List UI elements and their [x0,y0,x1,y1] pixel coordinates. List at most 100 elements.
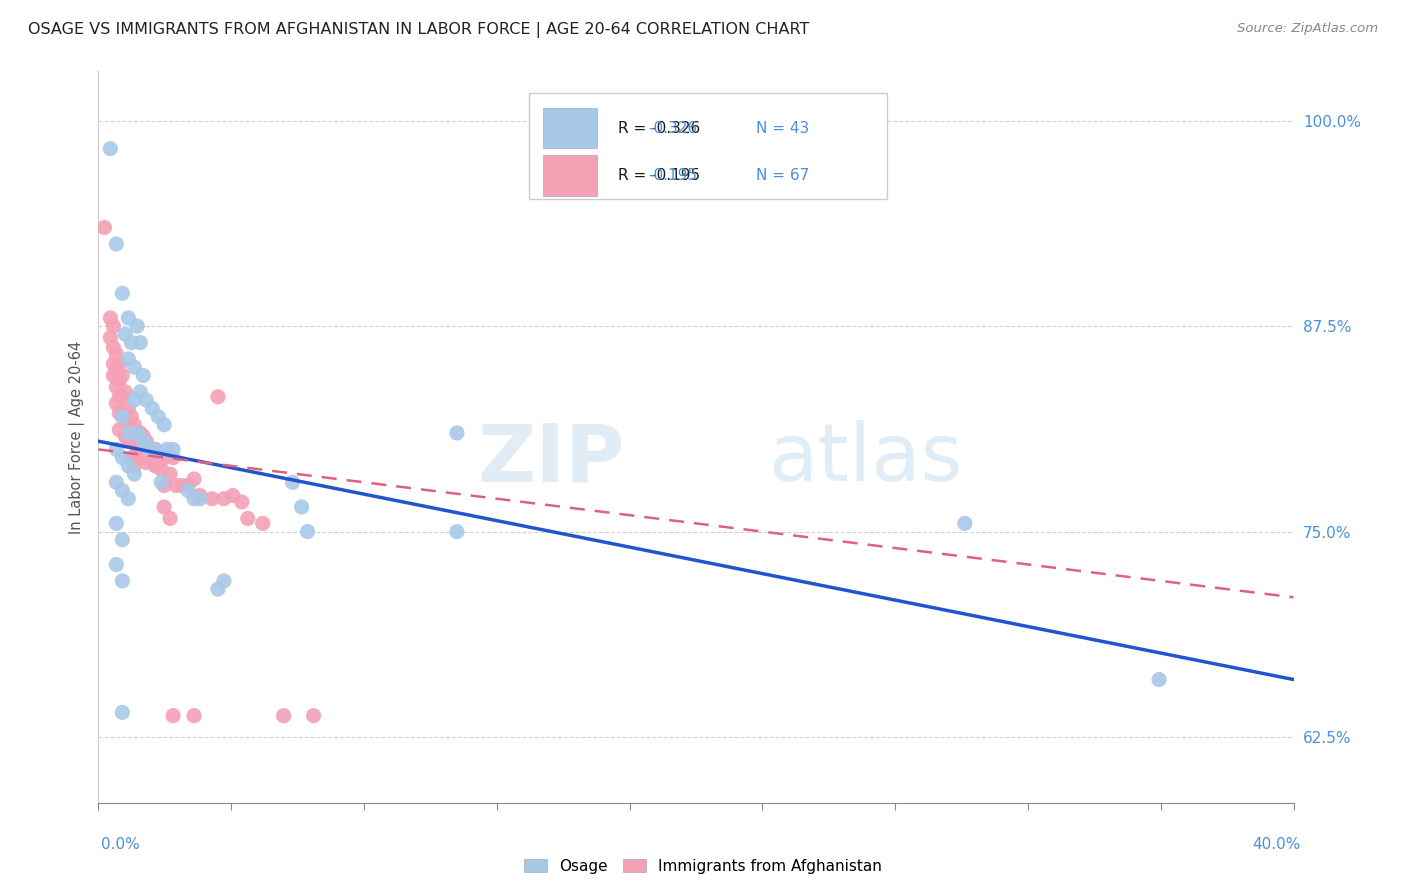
Point [159,467,181,481]
Point [135,434,157,449]
Point [135,456,157,470]
Point [141,401,163,416]
Y-axis label: In Labor Force | Age 20-64: In Labor Force | Age 20-64 [69,341,86,533]
Point [117,351,139,366]
Text: ZIP: ZIP [477,420,624,498]
Point [103,341,125,355]
Point [117,310,139,325]
Point [120,335,142,350]
Point [111,483,134,498]
Point [172,478,194,492]
Point [138,442,160,457]
Point [105,475,128,490]
Point [105,396,128,410]
Point [132,434,155,449]
Point [124,360,146,375]
Point [108,373,131,387]
Point [120,450,142,465]
Point [162,708,184,723]
Point [153,450,176,465]
Point [143,442,166,457]
Text: N = 67: N = 67 [756,168,808,183]
Point [138,442,160,457]
Point [114,384,136,399]
Point [129,446,152,460]
Point [124,434,146,449]
Point [111,706,134,720]
Point [124,417,146,432]
Point [162,442,184,457]
Point [236,511,259,525]
Point [105,442,128,457]
Point [153,500,176,514]
Point [111,574,134,588]
Point [148,456,170,470]
Point [148,409,170,424]
Point [117,458,139,473]
Point [100,331,122,345]
Point [117,401,139,416]
Point [183,708,205,723]
Point [132,368,155,383]
Text: Source: ZipAtlas.com: Source: ZipAtlas.com [1237,22,1378,36]
Point [105,380,128,394]
Point [143,458,166,473]
Point [103,368,125,383]
Point [177,478,200,492]
Text: R = -0.195: R = -0.195 [619,168,700,183]
Point [114,327,136,342]
Point [297,524,319,539]
Point [153,417,176,432]
Point [105,516,128,531]
Point [141,450,163,465]
Point [302,708,325,723]
Point [150,462,173,476]
Point [111,368,134,383]
Point [183,491,205,506]
Point [162,450,184,465]
Point [159,511,181,525]
Point [93,220,115,235]
Point [114,429,136,443]
Point [252,516,274,531]
Point [201,491,224,506]
Point [212,491,235,506]
Point [127,425,149,440]
Point [124,393,146,408]
Point [127,446,149,460]
Point [231,495,253,509]
Point [273,708,295,723]
Point [117,417,139,432]
Point [183,472,205,486]
Point [127,319,149,334]
Text: 40.0%: 40.0% [1253,837,1301,852]
Point [103,319,125,334]
Point [105,347,128,361]
FancyBboxPatch shape [543,155,596,195]
Point [114,406,136,420]
Point [953,516,976,531]
Point [207,390,229,404]
Text: N = 43: N = 43 [756,120,808,136]
Point [207,582,229,596]
Point [222,488,245,502]
Point [108,390,131,404]
FancyBboxPatch shape [543,108,596,148]
Point [124,467,146,481]
Point [111,406,134,420]
Point [188,488,211,502]
Point [129,425,152,440]
FancyBboxPatch shape [529,94,887,200]
Point [105,363,128,377]
Point [105,236,128,251]
Point [103,357,125,371]
Text: 0.0%: 0.0% [101,837,141,852]
Text: OSAGE VS IMMIGRANTS FROM AFGHANISTAN IN LABOR FORCE | AGE 20-64 CORRELATION CHAR: OSAGE VS IMMIGRANTS FROM AFGHANISTAN IN … [28,22,810,38]
Point [127,425,149,440]
Point [111,450,134,465]
Point [446,524,468,539]
Point [135,393,157,408]
Point [177,483,200,498]
Text: -0.326: -0.326 [648,120,697,136]
Point [212,574,235,588]
